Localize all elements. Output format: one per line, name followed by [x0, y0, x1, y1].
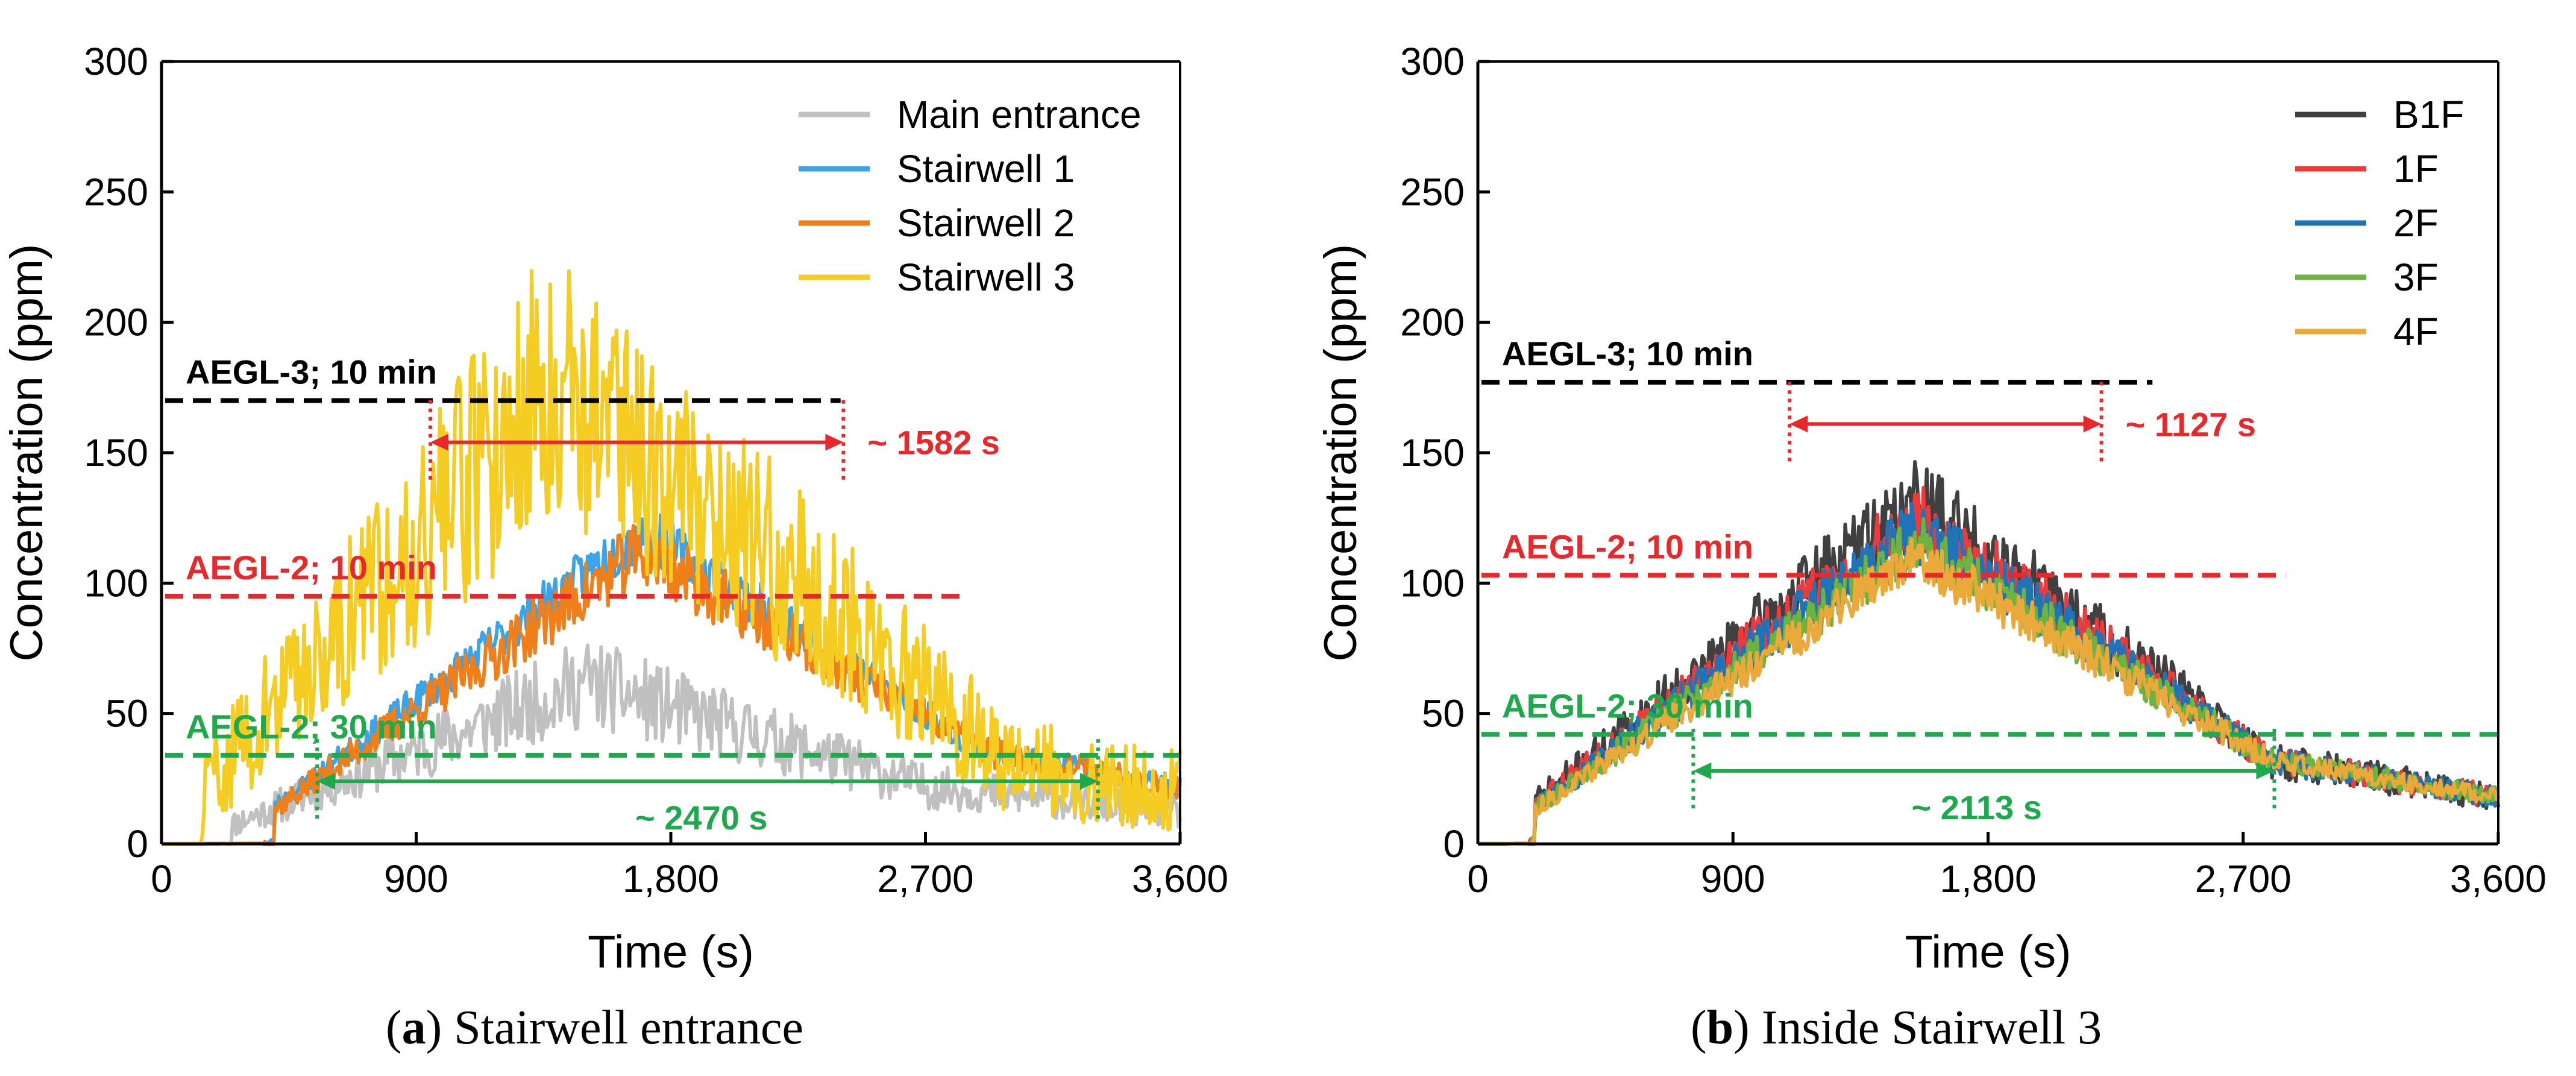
y-axis-label: Concentration (ppm): [1315, 244, 1366, 662]
caption-a: (a) Stairwell entrance: [386, 1001, 804, 1054]
x-axis-label: Time (s): [588, 927, 754, 978]
y-tick-label: 250: [1400, 170, 1465, 213]
x-tick-label: 2,700: [2195, 857, 2292, 901]
x-tick-label: 900: [384, 857, 448, 901]
x-tick-label: 0: [1467, 857, 1489, 901]
y-tick-label: 150: [84, 431, 148, 474]
x-tick-label: 900: [1701, 857, 1765, 901]
legend-label-1: B1F: [2393, 93, 2464, 136]
legend-label-3: Stairwell 2: [897, 201, 1075, 245]
duration-label-2: ~ 2113 s: [1911, 788, 2041, 826]
y-tick-label: 100: [84, 561, 148, 605]
threshold-label-1: AEGL-3; 10 min: [186, 353, 437, 391]
caption-a-letter: a: [401, 1001, 426, 1054]
legend-label-2: 1F: [2393, 147, 2439, 190]
legend-label-4: Stairwell 3: [897, 256, 1075, 299]
legend-label-2: Stairwell 1: [897, 147, 1075, 190]
y-tick-label: 50: [105, 692, 148, 735]
series-line-1: [1477, 460, 2500, 846]
y-tick-label: 0: [127, 822, 148, 866]
duration-arrow-head-right-1: [2083, 415, 2102, 433]
duration-arrow-head-right-1: [825, 433, 844, 451]
threshold-label-2: AEGL-2; 10 min: [186, 549, 437, 587]
duration-label-2: ~ 2470 s: [635, 799, 768, 837]
duration-arrow-head-left-1: [430, 433, 448, 451]
x-tick-label: 3,600: [1132, 857, 1228, 901]
y-tick-label: 250: [84, 170, 148, 213]
y-tick-label: 100: [1400, 561, 1465, 605]
y-tick-label: 300: [84, 40, 148, 83]
x-tick-label: 1,800: [1940, 857, 2036, 901]
legend-label-4: 3F: [2393, 256, 2439, 299]
y-axis-label: Concentration (ppm): [1, 244, 52, 662]
caption-b-text: Inside Stairwell 3: [1761, 1001, 2102, 1054]
duration-arrow-head-left-2: [317, 773, 336, 790]
series-line-1: [161, 643, 1182, 846]
duration-arrow-head-left-2: [1693, 762, 1712, 779]
legend-label-5: 4F: [2393, 310, 2439, 353]
chart-stairwell-entrance: AEGL-3; 10 min AEGL-2; 10 min AEGL-2; 30 m…: [1, 40, 1228, 978]
y-tick-label: 50: [1422, 692, 1465, 735]
x-tick-label: 0: [151, 857, 172, 901]
legend-label-1: Main entrance: [897, 93, 1142, 136]
y-tick-label: 300: [1400, 40, 1465, 83]
y-tick-label: 200: [84, 301, 148, 344]
chart-inside-stairwell-3: AEGL-3; 10 min AEGL-2; 10 min AEGL-2; 30 m…: [1315, 40, 2546, 978]
x-tick-label: 2,700: [877, 857, 973, 901]
x-tick-label: 1,800: [623, 857, 719, 901]
threshold-label-3: AEGL-2; 30 min: [186, 708, 437, 746]
duration-arrow-head-left-1: [1789, 415, 1808, 433]
y-tick-label: 200: [1400, 301, 1465, 344]
caption-a-text: Stairwell entrance: [454, 1001, 804, 1054]
x-axis-label: Time (s): [1905, 927, 2072, 978]
duration-arrow-head-right-2: [1079, 773, 1098, 790]
series-line-4: [161, 269, 1182, 846]
threshold-label-3: AEGL-2; 30 min: [1502, 687, 1753, 725]
legend-label-3: 2F: [2393, 201, 2439, 245]
y-tick-label: 0: [1443, 822, 1465, 866]
duration-label-1: ~ 1582 s: [867, 424, 1000, 462]
caption-b-letter: b: [1706, 1001, 1734, 1054]
x-tick-label: 3,600: [2450, 857, 2546, 901]
duration-arrow-head-right-2: [2256, 762, 2275, 779]
y-tick-label: 150: [1400, 431, 1465, 474]
caption-b: (b) Inside Stairwell 3: [1691, 1001, 2102, 1054]
series-line-5: [1477, 536, 2500, 846]
threshold-label-1: AEGL-3; 10 min: [1502, 335, 1753, 373]
duration-label-1: ~ 1127 s: [2126, 405, 2256, 443]
threshold-label-2: AEGL-2; 10 min: [1502, 527, 1753, 565]
